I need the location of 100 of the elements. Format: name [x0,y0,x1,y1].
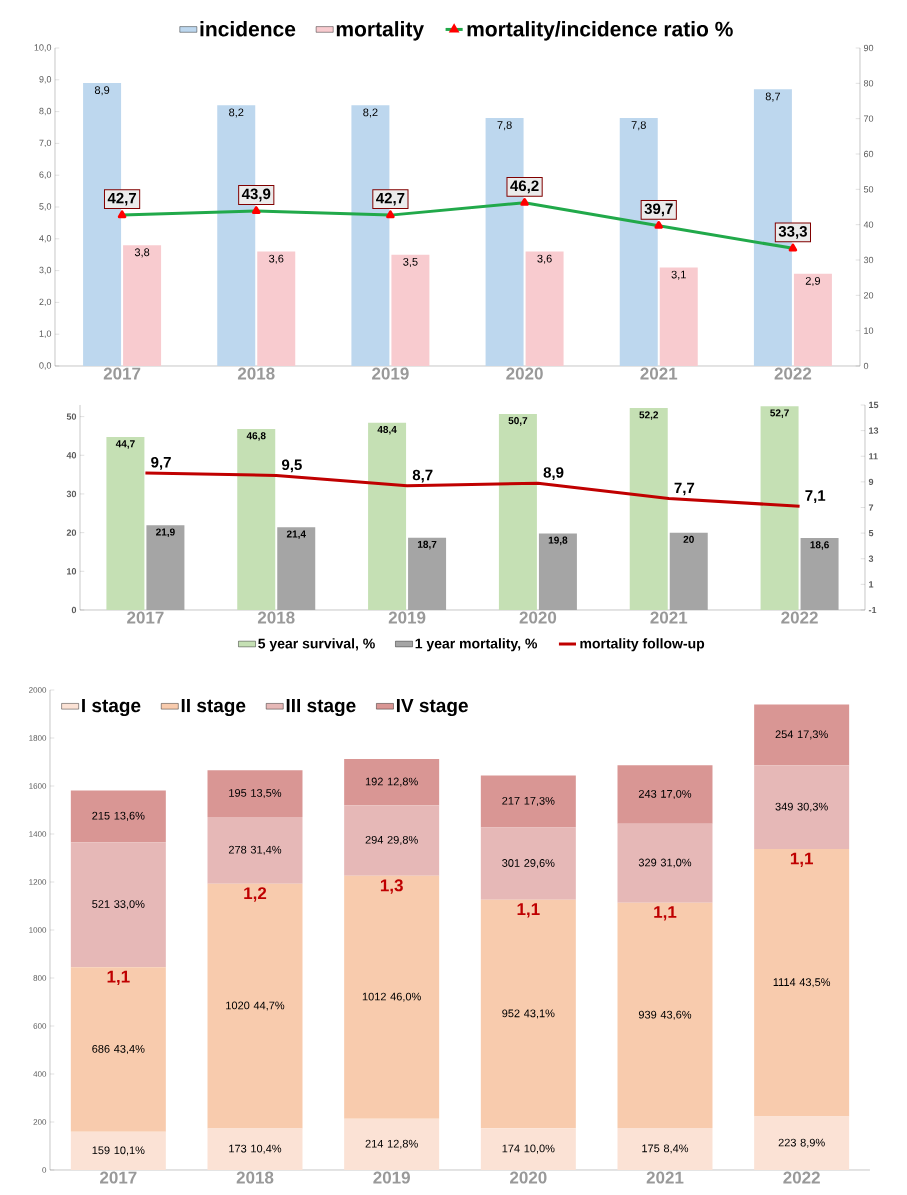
data-label: 195 13,5% [229,789,282,799]
y-tick-label: 50 [66,413,77,420]
annotation: 1,1 [790,852,814,867]
x-tick-label: 2021 [640,367,678,380]
annotation: 1,1 [107,970,130,986]
y-tick-label: 400 [33,1071,47,1077]
y2-tick-label: 15 [869,401,879,409]
x-tick-label: 2022 [781,611,818,624]
y-tick-label: 10 [67,568,77,575]
y-tick-label: 5,0 [39,203,52,211]
x-tick-label: 2022 [774,367,812,380]
bar [70,790,166,843]
data-label: 1020 44,7% [226,1001,285,1011]
legend-label: III stage [286,699,356,717]
data-label: 18,6 [810,541,829,550]
bar [368,422,407,610]
y-tick-label: 7,0 [39,139,52,148]
data-label: 2,9 [805,276,821,287]
bar [617,823,713,903]
legend-label: 1 year mortality, % [415,638,538,652]
bar [70,967,166,1132]
y2-tick-label: 10 [864,327,874,334]
data-label: 19,8 [548,536,568,546]
bar [344,805,440,876]
data-label: 46,8 [246,432,266,441]
y-tick-label: 200 [33,1119,47,1125]
data-label: 48,4 [377,425,397,435]
y2-tick-label: 30 [863,256,874,264]
x-tick-label: 2020 [506,367,543,380]
legend-label: mortality [336,21,424,41]
data-label: 159 10,1% [92,1146,145,1156]
data-label: 52,7 [770,409,789,418]
y2-tick-label: 80 [863,80,874,87]
data-label: 173 10,4% [229,1144,282,1154]
y2-tick-label: -1 [868,606,877,614]
y2-tick-label: 1 [869,581,874,588]
y-tick-label: 1800 [29,735,47,741]
legend-label: mortality follow-up [580,638,705,652]
x-tick-label: 2018 [237,367,275,380]
data-label: 7,8 [631,121,646,131]
y-tick-label: 20 [66,529,77,536]
data-label: 278 31,4% [228,845,282,855]
data-label: 686 43,4% [92,1044,145,1055]
legend-label: 5 year survival, % [258,638,375,652]
bar [754,1116,850,1170]
bar [237,428,276,610]
x-tick-label: 2021 [650,611,688,624]
y-tick-label: 1600 [29,783,47,789]
y-tick-label: 30 [66,490,77,498]
y-tick-label: 9,0 [39,76,52,84]
y-tick-label: 3,0 [39,266,52,275]
annotation: 1,3 [380,879,403,894]
bar [277,527,316,610]
data-label: 175 8,4% [642,1144,689,1154]
bar [344,759,440,806]
bar [207,1128,303,1170]
bar [793,273,832,366]
bar [70,842,166,968]
y2-tick-label: 40 [863,221,874,228]
data-label: 8,9 [94,86,110,96]
x-tick-label: 2019 [372,367,409,380]
bar [754,704,850,766]
data-label: 301 29,6% [502,859,555,869]
y-tick-label: 8,0 [39,107,52,116]
y2-tick-label: 13 [869,427,879,434]
data-label: 214 12,8% [365,1139,418,1149]
y2-tick-label: 7 [868,504,874,511]
legend-label: IV stage [396,699,468,717]
bar [498,413,537,610]
bar [146,525,185,610]
bar [617,902,713,1128]
bar [754,849,850,1117]
bar [391,254,430,366]
bar [207,770,303,817]
y2-tick-label: 3 [868,555,874,562]
y-tick-label: 2,0 [39,298,52,307]
data-label: 3,5 [403,257,418,267]
bar [480,775,576,828]
y2-tick-label: 90 [863,44,874,52]
bar [525,251,564,366]
data-label: 3,1 [671,270,686,280]
x-tick-label: 2019 [388,611,426,624]
y-tick-label: 10,0 [34,44,52,52]
data-label: 217 17,3% [502,796,555,807]
y-tick-label: 6,0 [39,171,52,179]
y-tick-label: 2000 [29,687,47,693]
bar [659,267,698,366]
y2-tick-label: 9 [868,478,874,486]
data-label: 43,9 [241,188,271,202]
x-tick-label: 2019 [373,1171,410,1184]
bar [207,816,303,884]
y-tick-label: 600 [33,1023,47,1029]
x-tick-label: 2021 [646,1171,684,1184]
y-tick-label: 1400 [29,831,47,837]
data-label: 18,7 [417,540,437,550]
legend-label: I stage [82,699,141,717]
y2-tick-label: 50 [863,186,874,193]
bar [480,899,576,1129]
y-tick-label: 4,0 [39,235,52,243]
bar [617,765,713,824]
